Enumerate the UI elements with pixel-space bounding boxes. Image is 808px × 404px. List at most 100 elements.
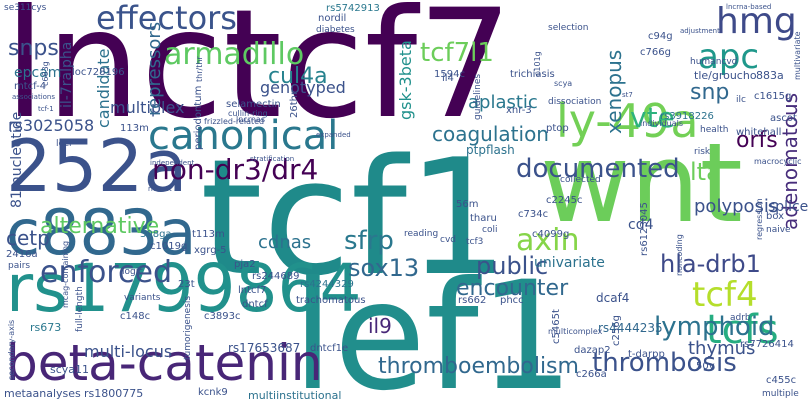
word-cul4a: cul4a	[268, 64, 328, 89]
word-axin: axin	[516, 223, 580, 258]
word-ptop: ptop	[546, 123, 569, 134]
word-trachomatous: trachomatous	[296, 295, 366, 306]
word-splice: splice	[768, 199, 808, 215]
word-epcam: epcam	[14, 65, 62, 81]
word-c3893c: c3893c	[204, 311, 241, 322]
word-c4099g: c4099g	[532, 229, 570, 240]
word-xgrg-5: xgrg-5	[194, 245, 227, 256]
word-public: public	[476, 252, 549, 280]
word-tharu: tharu	[470, 213, 497, 224]
word-pja2: pja2	[234, 259, 256, 270]
word-logic: logic	[122, 267, 144, 277]
word-c663g: c663g	[41, 61, 50, 86]
word-c101g: c101g	[533, 51, 542, 76]
word-encounter: encounter	[456, 276, 569, 301]
word-rs1800775: rs1800775	[84, 387, 144, 400]
word-apc: apc	[698, 37, 760, 77]
word-rs662: rs662	[458, 295, 487, 306]
word-kcnk9: kcnk9	[198, 387, 228, 398]
word-tcf-1: tcf-1	[38, 105, 54, 113]
word-multi-locus: multi-locus	[84, 342, 173, 361]
word-thrombosis: thrombosis	[592, 348, 737, 378]
word-c455c: c455c	[766, 375, 797, 386]
word-tcf3: tcf3	[466, 237, 484, 247]
word-multiplex: multiplex	[110, 98, 185, 117]
word-phcc: phcc	[500, 295, 524, 306]
word-mtcf-4: mtcf-4	[14, 81, 47, 92]
word-polyposis: polyposis	[694, 196, 779, 217]
word-repressors: repressors	[144, 21, 165, 116]
word-lntcf7: lntcf7	[238, 285, 267, 296]
word-c1019g: c1019g	[150, 241, 188, 252]
word-coagulation: coagulation	[432, 122, 549, 146]
word-regression: regression	[755, 198, 764, 240]
word-lncrnas: lncrnas	[236, 115, 265, 124]
word-scya: scya	[554, 79, 573, 88]
word-xnr-3: xnr-3	[506, 105, 532, 116]
word-st7: st7	[622, 91, 633, 99]
word-macrocyclic: macrocyclic	[754, 157, 802, 166]
word-252a: 252a	[6, 124, 188, 208]
word-canonical: canonical	[148, 113, 339, 159]
word-se311cys: se311cys	[4, 3, 47, 13]
word-metaanalyses: metaanalyses	[4, 387, 81, 400]
word-c148c: c148c	[120, 311, 151, 322]
word-multiple: multiple	[762, 389, 799, 399]
word-snps: snps	[8, 36, 59, 61]
word-health: health	[700, 125, 729, 135]
word-il9: il9	[368, 314, 392, 338]
word-trichiasis: trichiasis	[510, 69, 555, 80]
word-aplastic: aplastic	[468, 92, 538, 113]
word-stratification: stratification	[250, 155, 295, 163]
word-lnctcf7: lnctcf7	[4, 0, 513, 152]
word-snp: snp	[690, 80, 730, 105]
word-frizzled-related: frizzled-related	[204, 117, 265, 126]
word-cvd: cvd	[440, 235, 456, 245]
word-23t: 23t	[178, 279, 195, 290]
word-t113m: t113m	[192, 229, 225, 240]
word-loci: loci	[56, 139, 72, 149]
word-expanded: expanded	[316, 131, 351, 139]
word-dntcf1e: dntcf1e	[310, 343, 349, 354]
word-c256g: c256g	[611, 315, 622, 346]
word-c266a: c266a	[576, 369, 607, 380]
word-independent: independent	[150, 159, 195, 167]
word-dntcf: dntcf	[242, 299, 268, 310]
word-1594c: 1594c	[434, 69, 465, 80]
word-vte: vte	[630, 101, 675, 134]
word-lef1: lef1	[292, 250, 575, 404]
word-50v: 50v	[696, 361, 715, 372]
word-humancvd: humancvd	[690, 57, 738, 67]
word-dazap2: dazap2	[574, 345, 611, 356]
word-lta: lta	[690, 158, 721, 186]
word-mcag-containing: mcag-containing	[61, 240, 70, 308]
word-rs5742913: rs5742913	[326, 3, 380, 14]
word-2416a: 2416a	[6, 249, 38, 260]
word-883a: 883a	[756, 69, 784, 82]
word-sox13: sox13	[348, 254, 420, 282]
word-secondary-axis: secondary-axis	[7, 319, 16, 380]
word-periodontum: periodontum	[193, 85, 204, 150]
word-tumorigenesis: tumorigenesis	[183, 295, 193, 360]
word-rs17653687: rs17653687	[228, 341, 301, 355]
word-thromboembolism: thromboembolism	[378, 354, 579, 379]
word-t-darpp: t-darpp	[628, 349, 665, 360]
word-tcf4: tcf4	[692, 275, 758, 315]
word-whitehall: whitehall	[736, 127, 782, 138]
word-enforced: enforced	[40, 255, 173, 290]
word-rs4244329: rs4244329	[300, 279, 354, 290]
word-loc728196: loc728196	[72, 67, 125, 78]
word-multicomplex: multicomplex	[548, 327, 603, 336]
word-308ga: 308ga	[140, 229, 172, 240]
word-xenopus: xenopus	[602, 49, 626, 134]
word-c883a: c883a	[6, 196, 197, 269]
word-reading: reading	[404, 229, 439, 239]
word-cd4: cd4	[628, 217, 654, 233]
word-tcfs: tcfs	[706, 307, 779, 353]
word-c94g: c94g	[648, 31, 673, 42]
word-il4: il4	[442, 73, 454, 84]
word-ptpflash: ptpflash	[466, 143, 515, 157]
word-orfs: orfs	[736, 128, 778, 153]
word-multivariate: multivariate	[793, 31, 802, 80]
